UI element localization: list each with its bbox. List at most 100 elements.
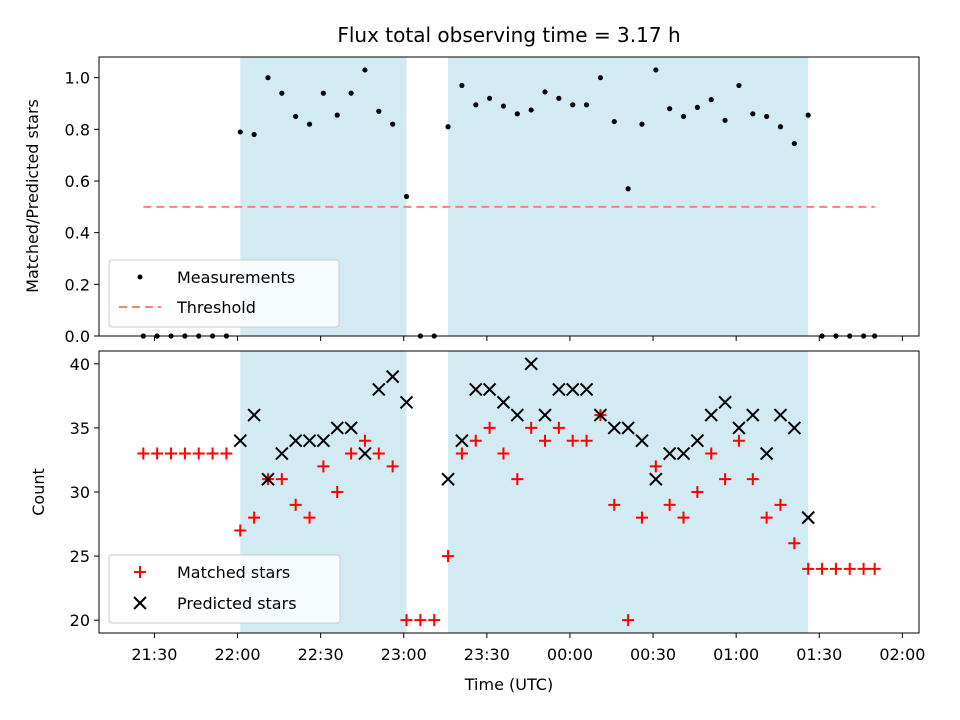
- measurement-point: [265, 75, 271, 81]
- y-tick-label: 40: [70, 355, 90, 374]
- measurement-point: [777, 124, 784, 130]
- matched-point: [206, 447, 219, 460]
- matched-point: [868, 562, 881, 575]
- matched-point: [511, 473, 524, 486]
- count-panel: 21:30 22:00 22:30 23:00 23:30 00:00 00:30 01:00…: [29, 350, 925, 694]
- measurement-point: [542, 89, 548, 95]
- matched-point: [788, 537, 801, 550]
- legend-measurements: Measurements: [177, 268, 295, 287]
- matched-point: [317, 460, 330, 473]
- measurement-point: [348, 90, 354, 96]
- matched-point: [635, 511, 648, 524]
- matched-point: [275, 473, 288, 486]
- y-tick-label: 0.6: [65, 172, 90, 191]
- matched-point: [760, 511, 773, 524]
- predicted-point: [773, 408, 788, 422]
- predicted-point: [649, 472, 663, 486]
- legend-matched: Matched stars: [177, 563, 290, 582]
- matched-point: [580, 434, 593, 447]
- predicted-point: [455, 434, 469, 448]
- matched-point: [483, 421, 496, 434]
- predicted-point: [385, 369, 400, 384]
- y-tick-label: 0.0: [65, 327, 90, 346]
- matched-point: [843, 562, 856, 575]
- predicted-point: [552, 382, 566, 397]
- plot-frame: [98, 350, 920, 634]
- measurement-point: [680, 113, 687, 120]
- matched-point: [372, 447, 385, 460]
- predicted-point: [302, 434, 317, 448]
- measurement-point: [306, 121, 313, 127]
- measurement-point: [625, 186, 631, 192]
- predicted-point: [787, 421, 802, 435]
- measurement-point: [736, 82, 742, 89]
- matched-point: [400, 614, 413, 627]
- predicted-point: [275, 446, 289, 461]
- y-tick-label: 35: [70, 419, 90, 438]
- measurement-point: [251, 131, 257, 138]
- plot-frame: [98, 56, 920, 337]
- matched-point: [469, 434, 482, 447]
- predicted-point: [704, 408, 718, 422]
- matched-point: [816, 562, 829, 575]
- matched-point: [663, 498, 676, 511]
- legend-box: [108, 554, 341, 624]
- predicted-point: [247, 408, 261, 422]
- matched-point: [802, 562, 815, 575]
- predicted-point: [635, 434, 649, 448]
- matched-point: [137, 447, 150, 460]
- legend-matched-marker: [134, 566, 146, 578]
- x-tick-label: 00:00: [547, 645, 593, 664]
- measurement-point: [237, 129, 243, 135]
- predicted-point: [510, 408, 525, 422]
- y-tick-label: 30: [70, 483, 90, 502]
- matched-point: [234, 524, 247, 537]
- legend-predicted-marker: [133, 596, 147, 610]
- predicted-point: [732, 421, 746, 435]
- matched-point: [691, 486, 704, 498]
- predicted-point: [469, 382, 483, 397]
- predicted-point: [676, 446, 691, 461]
- night-span: [448, 57, 809, 336]
- measurement-point: [445, 124, 451, 130]
- matched-point: [746, 473, 759, 486]
- predicted-series: [233, 357, 815, 525]
- matched-point: [178, 447, 191, 460]
- matched-point: [428, 614, 441, 627]
- measurement-point: [528, 107, 534, 113]
- measurement-point: [500, 103, 507, 109]
- measurement-point: [459, 82, 465, 89]
- predicted-point: [621, 421, 635, 435]
- predicted-point: [330, 421, 344, 435]
- measurement-point: [473, 102, 479, 108]
- matched-point: [331, 486, 344, 498]
- matched-point: [386, 460, 399, 473]
- measurement-point: [597, 75, 604, 81]
- measurement-point: [750, 111, 756, 117]
- x-tick-label: 23:30: [464, 645, 510, 664]
- y-tick-label: 20: [70, 611, 90, 630]
- matched-point: [151, 447, 164, 460]
- matched-point: [732, 434, 745, 447]
- predicted-point: [344, 421, 358, 435]
- matched-point: [649, 460, 662, 473]
- measurement-point: [639, 121, 645, 127]
- predicted-point: [746, 408, 760, 422]
- measurement-point: [487, 95, 493, 101]
- matched-point: [192, 447, 205, 460]
- matched-point: [165, 447, 178, 460]
- predicted-point: [690, 434, 705, 448]
- x-tick-label: 23:00: [381, 645, 427, 664]
- matched-point: [566, 434, 579, 447]
- measurement-point: [362, 67, 368, 73]
- matched-point: [497, 447, 510, 460]
- matched-point: [719, 473, 732, 486]
- legend-box: [108, 259, 340, 328]
- x-tick-label: 01:30: [796, 645, 842, 664]
- matched-point: [857, 562, 870, 575]
- measurement-point: [722, 117, 728, 123]
- ratio-panel: 0.0 0.2 0.4 0.6 0.8 1.0 Matched/Predicted sta…: [23, 56, 920, 346]
- night-span: [448, 351, 809, 633]
- measurement-point: [556, 95, 562, 101]
